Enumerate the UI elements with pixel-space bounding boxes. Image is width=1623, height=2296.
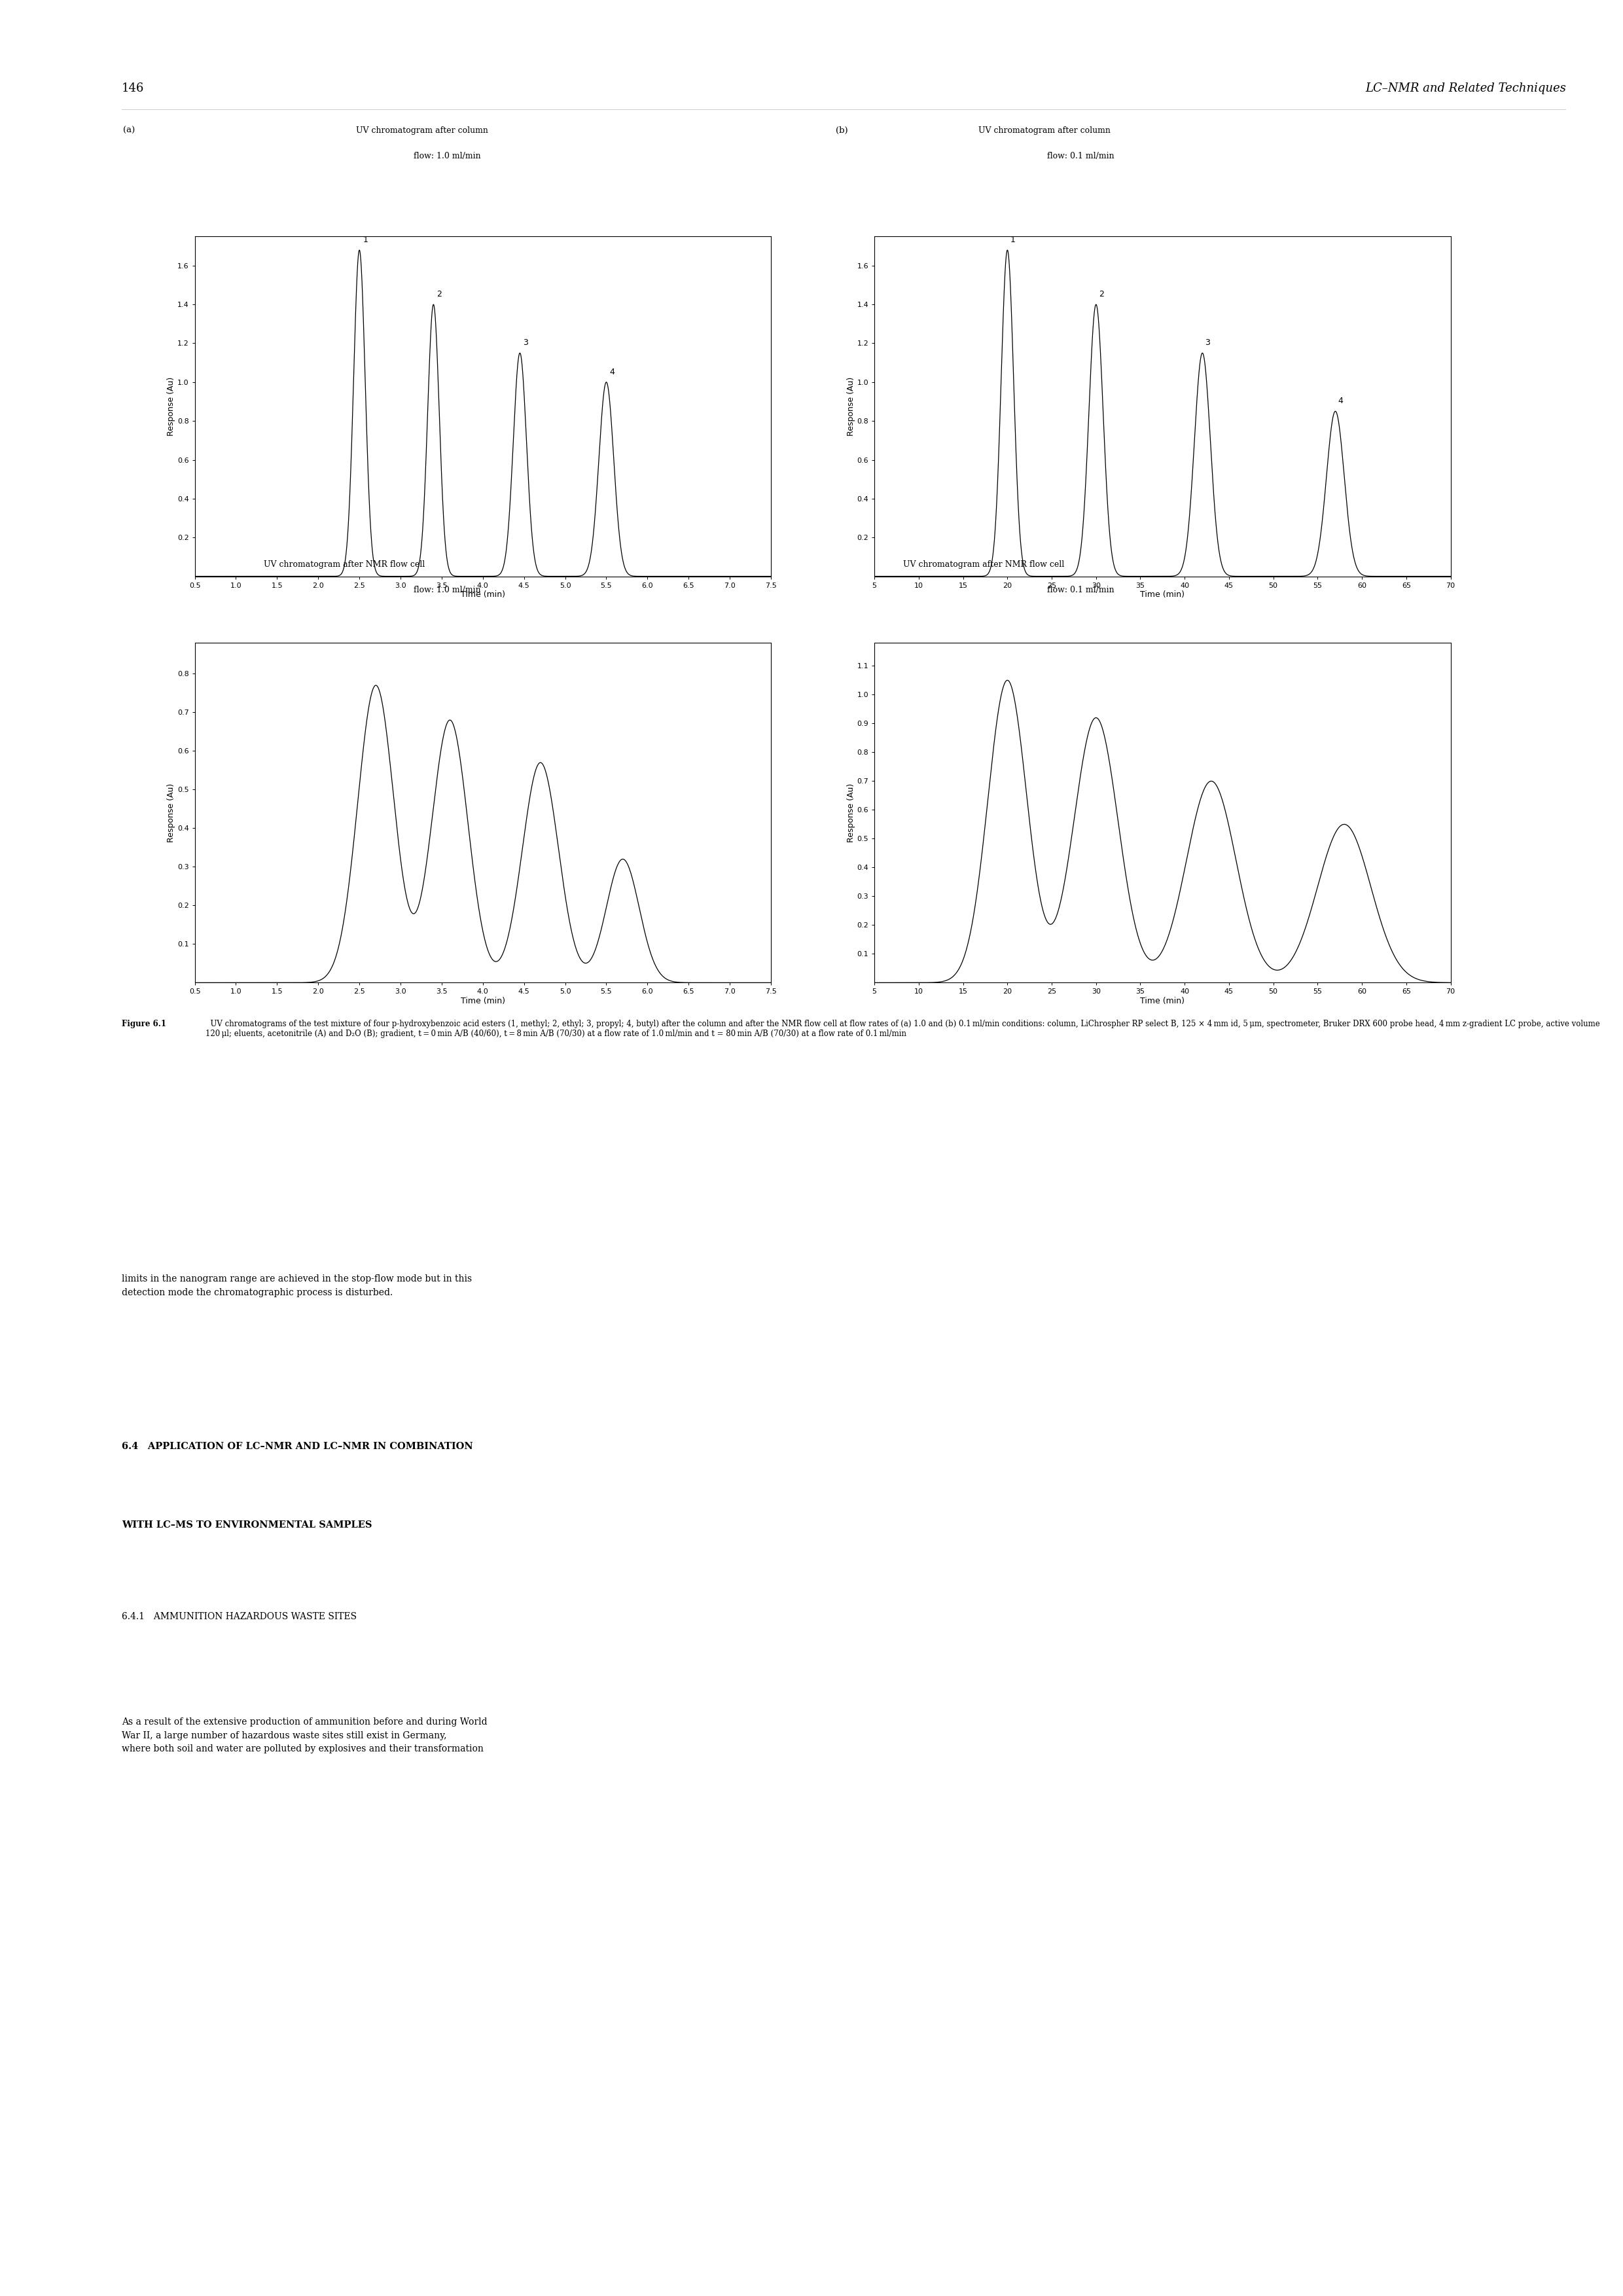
Text: WITH LC–MS TO ENVIRONMENTAL SAMPLES: WITH LC–MS TO ENVIRONMENTAL SAMPLES	[122, 1520, 372, 1529]
Y-axis label: Response (Au): Response (Au)	[847, 783, 855, 843]
Y-axis label: Response (Au): Response (Au)	[167, 377, 175, 436]
Text: 4: 4	[1337, 397, 1344, 406]
Text: UV chromatogram after column: UV chromatogram after column	[979, 126, 1110, 135]
Text: UV chromatograms of the test mixture of four p-hydroxybenzoic acid esters (1, me: UV chromatograms of the test mixture of …	[206, 1019, 1600, 1038]
Text: 2: 2	[1099, 289, 1104, 298]
Text: 1: 1	[362, 236, 368, 243]
Text: 3: 3	[1204, 338, 1211, 347]
Y-axis label: Response (Au): Response (Au)	[167, 783, 175, 843]
Text: 4: 4	[610, 367, 615, 377]
Text: 6.4 APPLICATION OF LC–NMR AND LC–NMR IN COMBINATION: 6.4 APPLICATION OF LC–NMR AND LC–NMR IN …	[122, 1442, 472, 1451]
Text: UV chromatogram after NMR flow cell: UV chromatogram after NMR flow cell	[904, 560, 1065, 569]
Text: Figure 6.1: Figure 6.1	[122, 1019, 166, 1029]
X-axis label: Time (min): Time (min)	[461, 590, 505, 599]
X-axis label: Time (min): Time (min)	[1141, 996, 1185, 1006]
Text: 1: 1	[1010, 236, 1016, 243]
Text: (a): (a)	[123, 126, 135, 135]
Text: UV chromatogram after column: UV chromatogram after column	[355, 126, 489, 135]
Text: flow: 0.1 ml/min: flow: 0.1 ml/min	[1047, 152, 1115, 161]
Text: 2: 2	[437, 289, 441, 298]
Text: flow: 1.0 ml/min: flow: 1.0 ml/min	[414, 152, 480, 161]
X-axis label: Time (min): Time (min)	[461, 996, 505, 1006]
Text: 6.4.1 AMMUNITION HAZARDOUS WASTE SITES: 6.4.1 AMMUNITION HAZARDOUS WASTE SITES	[122, 1612, 357, 1621]
Text: (b): (b)	[836, 126, 847, 135]
Y-axis label: Response (Au): Response (Au)	[847, 377, 855, 436]
Text: flow: 0.1 ml/min: flow: 0.1 ml/min	[1047, 585, 1115, 595]
Text: UV chromatogram after NMR flow cell: UV chromatogram after NMR flow cell	[265, 560, 425, 569]
Text: 3: 3	[523, 338, 529, 347]
Text: LC–NMR and Related Techniques: LC–NMR and Related Techniques	[1365, 83, 1566, 94]
Text: 146: 146	[122, 83, 144, 94]
Text: limits in the nanogram range are achieved in the stop-flow mode but in this
dete: limits in the nanogram range are achieve…	[122, 1274, 472, 1297]
Text: flow: 1.0 ml/min: flow: 1.0 ml/min	[414, 585, 480, 595]
Text: As a result of the extensive production of ammunition before and during World
Wa: As a result of the extensive production …	[122, 1717, 487, 1754]
X-axis label: Time (min): Time (min)	[1141, 590, 1185, 599]
